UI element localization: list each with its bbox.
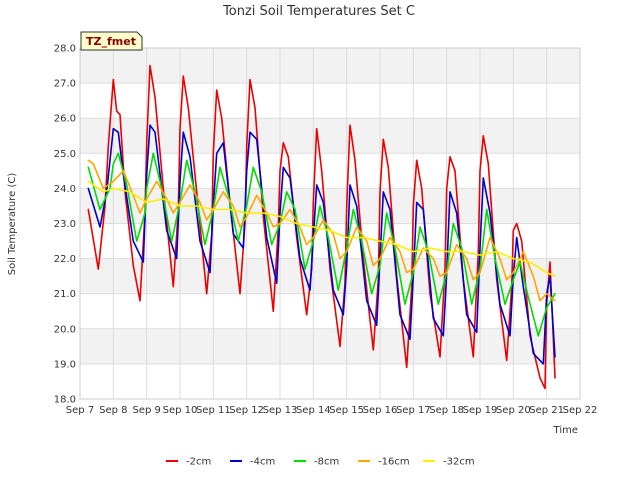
plot-band xyxy=(80,118,580,154)
x-tick-label: Sep 15 xyxy=(329,405,364,416)
y-tick-label: 28.0 xyxy=(54,44,76,55)
legend-label: -32cm xyxy=(443,457,475,468)
plot-band xyxy=(80,48,580,84)
y-tick-label: 22.0 xyxy=(54,254,76,265)
plot-band xyxy=(80,293,580,329)
x-tick-label: Sep 19 xyxy=(463,405,498,416)
site-badge-box xyxy=(80,31,143,51)
y-tick-label: 26.0 xyxy=(54,114,76,125)
chart-title: Tonzi Soil Temperatures Set C xyxy=(222,4,415,19)
legend: -2cm -4cm -8cm -16cm -32cm xyxy=(166,457,475,468)
legend-label: -2cm xyxy=(186,457,211,468)
plot-band xyxy=(80,363,580,399)
x-tick-label: Sep 16 xyxy=(363,405,398,416)
series-line-8cmcm xyxy=(87,152,556,337)
y-tick-label: 18.0 xyxy=(54,395,76,406)
plot-band xyxy=(80,328,580,364)
x-tick-label: Sep 21 xyxy=(529,405,564,416)
x-tick-label: Sep 13 xyxy=(263,405,298,416)
series-line-4cmcm xyxy=(87,124,556,365)
series-line-32cmcm xyxy=(87,180,556,277)
y-tick-label: 19.0 xyxy=(54,359,76,370)
series-layer xyxy=(87,64,556,390)
legend-label: -16cm xyxy=(378,457,410,468)
x-tick-label: Sep 17 xyxy=(396,405,431,416)
x-tick-label: Sep 8 xyxy=(99,405,127,416)
site-badge-label: TZ_fmet xyxy=(86,35,136,48)
y-axis-label: Soil Temperature (C) xyxy=(7,173,18,276)
plot-band xyxy=(80,83,580,119)
y-tick-label: 25.0 xyxy=(54,149,76,160)
y-tick-label: 20.0 xyxy=(54,324,76,335)
x-tick-label: Sep 18 xyxy=(429,405,464,416)
series-line-16cmcm xyxy=(87,159,556,302)
x-tick-label: Sep 9 xyxy=(132,405,160,416)
x-tick-label: Sep 11 xyxy=(196,405,231,416)
y-tick-label: 21.0 xyxy=(54,289,76,300)
y-tick-label: 27.0 xyxy=(54,79,76,90)
x-tick-label: Sep 12 xyxy=(229,405,264,416)
x-tick-label: Sep 20 xyxy=(496,405,531,416)
x-tick-label: Sep 14 xyxy=(296,405,331,416)
y-tick-labels: 18.0 19.0 20.0 21.0 22.0 23.0 24.0 25.0 26.0 27.0… xyxy=(54,44,76,406)
y-tick-label: 24.0 xyxy=(54,184,76,195)
legend-label: -8cm xyxy=(314,457,339,468)
plot-frame xyxy=(79,47,581,400)
y-tick-label: 23.0 xyxy=(54,219,76,230)
x-tick-label: Sep 10 xyxy=(163,405,198,416)
x-tick-label: Sep 22 xyxy=(563,405,598,416)
site-badge: TZ_fmet xyxy=(80,31,143,51)
x-tick-label: Sep 7 xyxy=(66,405,94,416)
plot-band xyxy=(80,188,580,224)
plot-bands xyxy=(80,48,580,399)
legend-label: -4cm xyxy=(250,457,275,468)
x-axis-label: Time xyxy=(553,425,578,436)
